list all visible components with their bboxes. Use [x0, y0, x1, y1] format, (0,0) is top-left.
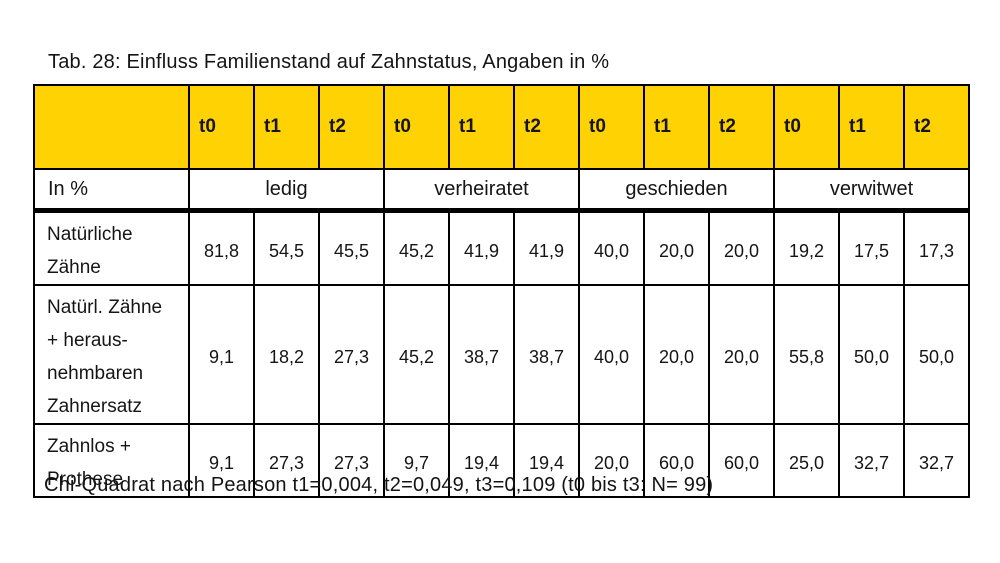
value-cell: 20,0 [643, 209, 710, 286]
value-cell: 60,0 [708, 423, 775, 498]
row-label-line: Zahnlos + [47, 436, 131, 457]
t-label-cell: t0 [383, 84, 450, 170]
row-label-cell: Natürl. Zähne + heraus- nehmbaren Zahner… [33, 284, 190, 425]
row-label-cell: Natürliche Zähne [33, 209, 190, 286]
row-label-cell: Zahnlos + Prothese [33, 423, 190, 498]
value-cell: 19,2 [773, 209, 840, 286]
value-cell: 17,5 [838, 209, 905, 286]
value-cell: 40,0 [578, 284, 645, 425]
t-label-cell: t1 [643, 84, 710, 170]
t-label-cell: t2 [513, 84, 580, 170]
value-cell: 50,0 [838, 284, 905, 425]
value-cell: 19,4 [513, 423, 580, 498]
value-cell: 20,0 [708, 284, 775, 425]
group-cell-verwitwet: verwitwet [773, 168, 970, 213]
t-label-cell: t2 [903, 84, 970, 170]
value-cell: 27,3 [318, 423, 385, 498]
value-cell: 45,2 [383, 209, 450, 286]
value-cell: 55,8 [773, 284, 840, 425]
value-cell: 9,7 [383, 423, 450, 498]
value-cell: 9,1 [188, 284, 255, 425]
value-cell: 19,4 [448, 423, 515, 498]
value-cell: 41,9 [448, 209, 515, 286]
row-label-line: Zähne [47, 257, 101, 278]
table-row-natuerliche-zaehne: Natürliche Zähne 81,8 54,5 45,5 45,2 41,… [33, 209, 970, 286]
value-cell: 20,0 [643, 284, 710, 425]
value-cell: 18,2 [253, 284, 320, 425]
value-cell: 40,0 [578, 209, 645, 286]
row-label-line: Prothese [47, 469, 124, 490]
value-cell: 9,1 [188, 423, 255, 498]
value-cell: 54,5 [253, 209, 320, 286]
t-label-cell: t1 [838, 84, 905, 170]
value-cell: 20,0 [578, 423, 645, 498]
t-label-cell: t0 [578, 84, 645, 170]
row-label-line: + heraus- [47, 330, 128, 351]
group-cell-verheiratet: verheiratet [383, 168, 580, 213]
value-cell: 27,3 [318, 284, 385, 425]
value-cell: 38,7 [448, 284, 515, 425]
zahnstatus-table: t0 t1 t2 t0 t1 t2 t0 t1 t2 t0 t1 t2 In %… [33, 84, 970, 498]
t-label-cell: t2 [708, 84, 775, 170]
group-cell-geschieden: geschieden [578, 168, 775, 213]
row-label-line: nehmbaren [47, 363, 144, 384]
value-cell: 32,7 [903, 423, 970, 498]
table-row-zahnlos-prothese: Zahnlos + Prothese 9,1 27,3 27,3 9,7 19,… [33, 423, 970, 498]
value-cell: 38,7 [513, 284, 580, 425]
value-cell: 81,8 [188, 209, 255, 286]
value-cell: 50,0 [903, 284, 970, 425]
row-label-line: Natürl. Zähne [47, 297, 163, 318]
value-cell: 45,5 [318, 209, 385, 286]
table-title: Tab. 28: Einfluss Familienstand auf Zahn… [48, 51, 610, 73]
t-label-cell: t2 [318, 84, 385, 170]
value-cell: 20,0 [708, 209, 775, 286]
t-label-cell: t1 [253, 84, 320, 170]
value-cell: 32,7 [838, 423, 905, 498]
group-cell-ledig: ledig [188, 168, 385, 213]
value-cell: 45,2 [383, 284, 450, 425]
value-cell: 41,9 [513, 209, 580, 286]
chi-quadrat-footnote: Chi-Quadrat nach Pearson t1=0,004, t2=0,… [44, 474, 714, 496]
t-label-cell: t0 [773, 84, 840, 170]
t-label-cell: t0 [188, 84, 255, 170]
unit-label-cell: In % [33, 168, 190, 213]
row-label-line: Natürliche [47, 224, 133, 245]
table-row-natuerl-zaehne-zahnersatz: Natürl. Zähne + heraus- nehmbaren Zahner… [33, 284, 970, 425]
header-row: t0 t1 t2 t0 t1 t2 t0 t1 t2 t0 t1 t2 [33, 84, 970, 170]
group-header-row: In % ledig verheiratet geschieden verwit… [33, 168, 970, 213]
value-cell: 17,3 [903, 209, 970, 286]
value-cell: 25,0 [773, 423, 840, 498]
t-label-cell: t1 [448, 84, 515, 170]
value-cell: 27,3 [253, 423, 320, 498]
row-label-line: Zahnersatz [47, 396, 143, 417]
value-cell: 60,0 [643, 423, 710, 498]
header-corner-cell [33, 84, 190, 170]
